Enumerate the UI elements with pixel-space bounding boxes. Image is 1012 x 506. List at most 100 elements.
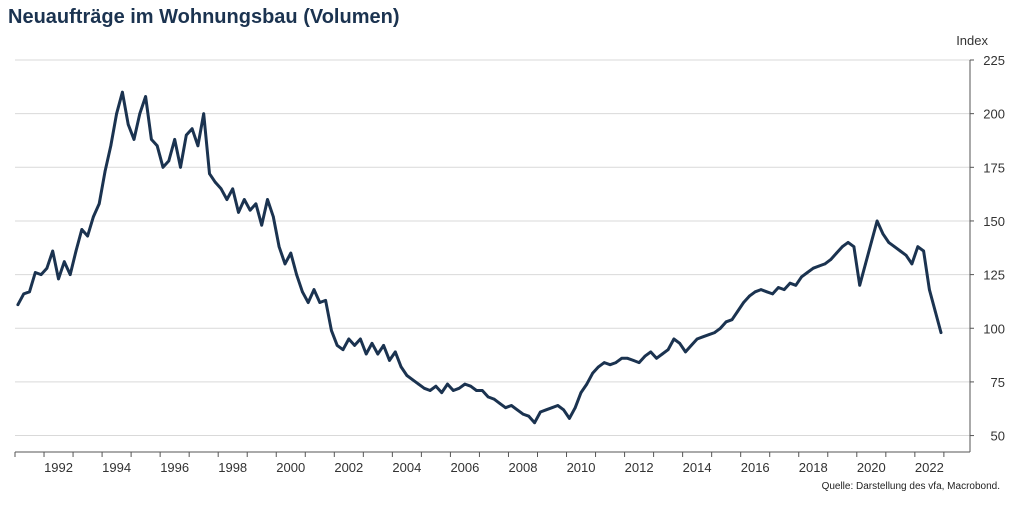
data-point [150, 138, 153, 141]
data-point [109, 144, 113, 148]
y-tick-label: 125 [983, 268, 1005, 283]
data-point [428, 389, 432, 392]
data-point [933, 309, 937, 313]
data-point [335, 344, 339, 347]
data-point [138, 112, 142, 115]
data-point [440, 391, 444, 394]
data-point [225, 198, 229, 201]
data-point [219, 187, 223, 191]
data-point [405, 374, 409, 377]
data-point [533, 421, 536, 425]
x-tick-label: 2018 [799, 460, 828, 475]
data-point [910, 262, 914, 266]
data-point [887, 241, 890, 244]
data-point [74, 249, 78, 253]
data-point [608, 363, 612, 367]
data-point [266, 198, 269, 201]
chart-title: Neuaufträge im Wohnungsbau (Volumen) [8, 6, 400, 28]
x-tick-label: 1996 [160, 460, 189, 475]
data-point [875, 219, 879, 223]
data-point [80, 228, 84, 231]
data-point [272, 215, 275, 218]
data-point [765, 290, 769, 294]
data-point [748, 294, 751, 298]
data-point [132, 138, 136, 141]
y-tick-label: 150 [983, 214, 1005, 229]
data-point [411, 378, 415, 382]
data-point [359, 337, 362, 341]
data-point [353, 344, 356, 347]
y-tick-label: 50 [991, 429, 1005, 444]
data-point [539, 410, 542, 414]
data-point [521, 412, 525, 416]
data-point [97, 202, 101, 206]
data-point [190, 127, 194, 130]
data-point [394, 350, 397, 354]
data-point [562, 408, 565, 412]
data-point [858, 284, 861, 287]
data-point [243, 198, 246, 201]
data-point [568, 417, 571, 420]
data-point [45, 266, 49, 270]
data-point [399, 365, 403, 369]
data-point [185, 133, 188, 137]
data-point [701, 335, 705, 339]
data-point [457, 387, 461, 390]
data-point [51, 249, 54, 253]
data-point [237, 211, 240, 214]
data-point [777, 286, 780, 289]
x-axis-ticks: 1992 1994 1996 1998 2000 2002 2004 2006 2008 2010… [14, 452, 945, 475]
x-tick-label: 1992 [44, 460, 73, 475]
data-point [301, 290, 304, 294]
data-point [295, 273, 298, 276]
data-point [759, 288, 763, 291]
data-point [852, 245, 856, 248]
data-point [632, 359, 635, 362]
data-point [330, 329, 333, 332]
data-point [800, 275, 803, 279]
x-tick-label: 1994 [102, 460, 131, 475]
data-point [324, 299, 327, 302]
data-point [817, 264, 821, 268]
data-point [370, 342, 374, 345]
data-point [173, 138, 176, 141]
data-point [452, 389, 455, 392]
data-point [829, 258, 832, 261]
data-point [510, 404, 513, 407]
data-point [161, 166, 165, 169]
data-point [475, 389, 478, 392]
data-point [707, 333, 711, 337]
data-point [835, 251, 838, 255]
data-point [899, 249, 902, 253]
data-point [202, 112, 205, 115]
data-point [864, 262, 867, 266]
data-point [504, 406, 507, 410]
data-point [788, 281, 792, 285]
data-point [573, 406, 577, 410]
data-point [289, 251, 293, 255]
data-point [463, 382, 467, 386]
data-point [481, 389, 484, 392]
data-point [28, 290, 31, 294]
data-point [515, 408, 519, 412]
data-point [556, 404, 560, 407]
data-point [155, 144, 159, 148]
data-point [22, 292, 26, 296]
data-point [666, 348, 670, 352]
data-point [655, 357, 658, 360]
data-point [753, 290, 757, 294]
data-point [916, 245, 920, 248]
data-point [34, 271, 37, 274]
data-point [620, 357, 623, 360]
y-axis-ticks: 225 200 175 150 125 100 75 50 [970, 53, 1005, 444]
data-point [626, 357, 629, 360]
data-point [214, 181, 217, 184]
y-tick-label: 225 [983, 53, 1005, 68]
data-point [881, 232, 885, 236]
data-point [196, 144, 200, 148]
data-point [86, 234, 89, 238]
data-point [306, 301, 310, 304]
x-tick-label: 2008 [509, 460, 538, 475]
data-point [742, 301, 745, 304]
data-point [661, 352, 664, 356]
